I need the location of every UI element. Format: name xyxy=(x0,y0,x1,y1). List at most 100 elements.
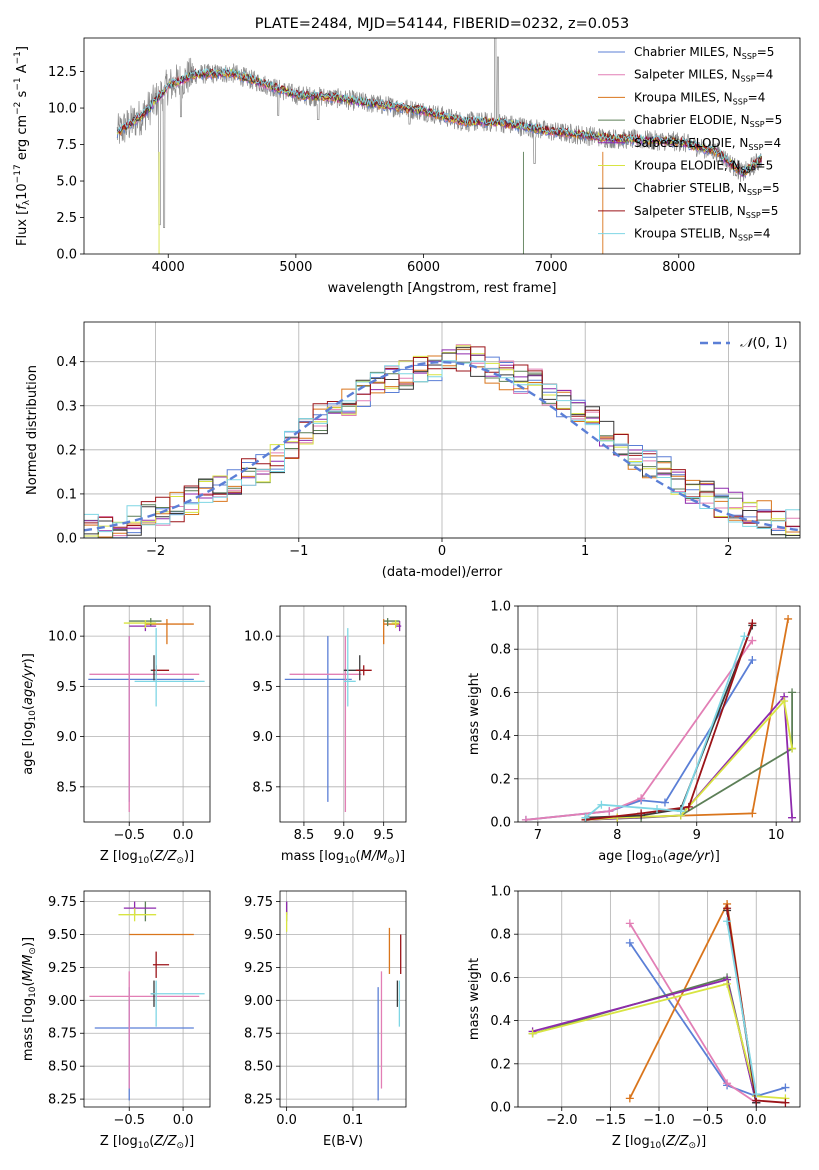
plot-area xyxy=(89,901,205,1101)
y-tick-label: 8.5 xyxy=(252,780,273,795)
y-tick-label: 9.75 xyxy=(244,895,273,910)
legend-entry: Salpeter MILES, NSSP=4 xyxy=(634,68,773,84)
x-tick-label: 5000 xyxy=(279,260,312,275)
axes-frame xyxy=(83,605,211,823)
y-tick-label: 8.25 xyxy=(244,1093,273,1108)
x-tick-label: 7000 xyxy=(535,260,568,275)
y-tick-label: 0.3 xyxy=(56,399,77,414)
series-marker xyxy=(748,636,757,645)
y-tick-label: 8.25 xyxy=(48,1093,77,1108)
y-tick-label: 10.0 xyxy=(48,630,77,645)
x-tick-label: −2 xyxy=(146,544,165,559)
chart-mass-vs-z: −0.5 0.0 8.25 8.50 8.75 9.00 9.25 9.50 9.75 Z [lo… xyxy=(21,890,211,1151)
series-line xyxy=(532,982,786,1100)
x-tick-label: −2.0 xyxy=(546,1113,578,1128)
series-marker xyxy=(653,805,662,814)
x-tick-label: 0.1 xyxy=(343,1113,364,1128)
axes-frame xyxy=(517,605,801,823)
legend-entry: Salpeter STELIB, NSSP=5 xyxy=(634,204,778,220)
y-tick-label: 0.4 xyxy=(56,355,77,370)
x-tick-label: 0.0 xyxy=(173,828,194,843)
x-tick-label: 0.0 xyxy=(746,1113,767,1128)
axes-frame xyxy=(279,890,407,1108)
y-tick-label: 9.25 xyxy=(244,961,273,976)
legend-entry: Kroupa ELODIE, NSSP=5 xyxy=(634,159,773,175)
x-axis-label: (data-model)/error xyxy=(382,565,503,580)
series-marker xyxy=(780,697,789,706)
y-tick-label: 0.8 xyxy=(490,643,511,658)
series-line xyxy=(585,692,793,821)
series-line xyxy=(525,659,754,821)
plot-area xyxy=(284,618,402,812)
y-tick-label: 0.2 xyxy=(490,1057,511,1072)
y-tick-label: 0.4 xyxy=(490,1014,511,1029)
y-tick-label: 9.5 xyxy=(252,680,273,695)
legend-entry: Kroupa MILES, NSSP=4 xyxy=(634,90,765,106)
legend-entry: 𝒩(0, 1) xyxy=(740,336,787,351)
y-axis-label: mass [log10(M/M⊙)] xyxy=(21,937,38,1061)
legend: Chabrier MILES, NSSP=5 Salpeter MILES, NS… xyxy=(598,45,782,243)
legend-entry: Chabrier ELODIE, NSSP=5 xyxy=(634,113,782,129)
series-line xyxy=(629,922,757,1104)
series-marker xyxy=(625,919,634,928)
series-marker xyxy=(752,1090,761,1099)
legend-entry: Chabrier MILES, NSSP=5 xyxy=(634,45,774,61)
y-tick-label: 0.0 xyxy=(56,532,77,547)
series-marker xyxy=(605,807,614,816)
series-marker xyxy=(788,688,797,697)
series-marker xyxy=(528,1029,537,1038)
y-tick-label: 0.1 xyxy=(56,487,77,502)
x-tick-label: −1.0 xyxy=(643,1113,675,1128)
y-tick-label: 10.0 xyxy=(244,630,273,645)
y-tick-label: 0.8 xyxy=(490,928,511,943)
normal-curve xyxy=(84,360,800,532)
series-marker xyxy=(521,815,530,822)
x-axis-label: mass [log10(M/M⊙)] xyxy=(281,849,405,866)
y-tick-label: 0.2 xyxy=(56,443,77,458)
series-line xyxy=(585,699,793,821)
chart-weight-vs-z: −2.0 −1.5 −1.0 −0.5 0.0 0.0 0.2 0.4 0.6 0.8 1.0 Z [… xyxy=(467,885,801,1151)
y-tick-label: 9.50 xyxy=(244,928,273,943)
histogram-series xyxy=(84,360,800,538)
x-axis-label: Z [log10(Z/Z⊙)] xyxy=(100,1134,194,1151)
y-tick-label: 5.0 xyxy=(56,175,77,190)
y-tick-label: 9.25 xyxy=(48,961,77,976)
series-marker xyxy=(637,794,646,803)
y-tick-label: 9.0 xyxy=(252,730,273,745)
y-axis-label: Flux [fλ10−17 erg cm−2 s−1 A−1] xyxy=(13,46,32,246)
x-tick-label: 0.0 xyxy=(276,1113,297,1128)
y-tick-label: 0.4 xyxy=(490,729,511,744)
legend-entry: Salpeter ELODIE, NSSP=4 xyxy=(634,136,781,152)
y-tick-label: 1.0 xyxy=(490,885,511,900)
x-tick-label: −1.5 xyxy=(595,1113,627,1128)
chart-weight-vs-age: 7 8 9 10 0.0 0.2 0.4 0.6 0.8 1.0 age [log10(age/yr… xyxy=(467,600,801,866)
series-marker xyxy=(723,979,732,988)
x-tick-label: 9 xyxy=(693,828,701,843)
y-tick-label: 0.2 xyxy=(490,772,511,787)
x-tick-label: 9.5 xyxy=(373,828,394,843)
y-tick-label: 7.5 xyxy=(56,138,77,153)
series-line xyxy=(629,942,786,1098)
y-tick-label: 8.50 xyxy=(244,1060,273,1075)
legend-entry: Kroupa STELIB, NSSP=4 xyxy=(634,227,771,243)
chart-residuals: −2 −1 0 1 2 0.0 0.1 0.2 0.3 0.4 (data-model)/error… xyxy=(25,321,801,580)
y-tick-label: 8.5 xyxy=(56,780,77,795)
series-marker xyxy=(781,1098,790,1107)
series-marker xyxy=(748,809,757,818)
y-axis-label: mass weight xyxy=(467,673,482,755)
series-line xyxy=(584,635,746,819)
x-tick-label: 8.5 xyxy=(294,828,315,843)
series-line xyxy=(585,694,793,821)
y-tick-label: 1.0 xyxy=(490,600,511,615)
series-marker xyxy=(740,632,749,641)
y-tick-label: 12.5 xyxy=(48,65,77,80)
chart-spectrum: 4000 5000 6000 7000 8000 0.0 2.5 5.0 7.5 10.0 12.5… xyxy=(13,16,801,296)
series-marker xyxy=(784,614,793,623)
x-tick-label: 2 xyxy=(724,544,732,559)
series-marker xyxy=(723,904,732,913)
series-marker xyxy=(788,744,797,753)
y-tick-label: 9.5 xyxy=(56,680,77,695)
series-marker xyxy=(625,1094,634,1103)
y-tick-label: 10.0 xyxy=(48,102,77,117)
